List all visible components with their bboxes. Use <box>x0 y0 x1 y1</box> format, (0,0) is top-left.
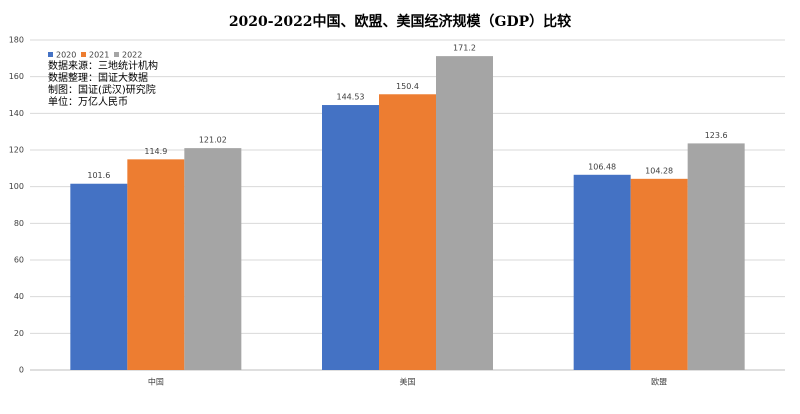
legend-swatch <box>114 52 119 57</box>
annotation: 单位：万亿人民币 <box>48 95 128 108</box>
data-label: 114.9 <box>144 147 167 156</box>
bar <box>687 143 745 370</box>
y-tick-label: 20 <box>14 329 24 338</box>
bar <box>70 183 128 370</box>
y-tick-label: 120 <box>9 146 24 155</box>
bar <box>184 148 242 370</box>
x-tick-label: 欧盟 <box>651 377 667 387</box>
data-label: 144.53 <box>337 93 365 102</box>
bar <box>630 178 688 370</box>
y-tick-label: 180 <box>9 36 24 45</box>
legend-swatch <box>48 52 53 57</box>
y-tick-label: 60 <box>14 256 24 265</box>
data-label: 104.28 <box>645 166 673 175</box>
legend-swatch <box>81 52 86 57</box>
y-tick-label: 80 <box>14 219 24 228</box>
annotation: 数据来源：三地统计机构 <box>48 59 158 72</box>
bar <box>436 56 493 371</box>
data-label: 101.6 <box>87 171 110 180</box>
y-tick-label: 160 <box>9 72 24 81</box>
bar <box>573 174 631 370</box>
legend-label: 2021 <box>89 51 109 60</box>
bar <box>322 105 379 371</box>
data-label: 106.48 <box>588 162 616 171</box>
y-tick-label: 140 <box>9 109 24 118</box>
data-label: 121.02 <box>199 136 227 145</box>
data-label: 171.2 <box>453 44 476 53</box>
data-label: 123.6 <box>705 131 728 140</box>
bar <box>379 94 436 371</box>
annotation: 数据整理：国证大数据 <box>48 71 148 84</box>
chart-title: 2020-2022中国、欧盟、美国经济规模（GDP）比较 <box>229 13 571 30</box>
y-tick-label: 0 <box>19 366 24 375</box>
legend-label: 2020 <box>56 51 76 60</box>
y-tick-label: 100 <box>9 182 24 191</box>
data-label: 150.4 <box>396 82 419 91</box>
y-tick-label: 40 <box>14 292 24 301</box>
bar <box>127 159 185 370</box>
x-tick-label: 中国 <box>148 377 164 387</box>
legend-label: 2022 <box>122 51 142 60</box>
x-tick-label: 美国 <box>400 377 416 387</box>
annotation: 制图：国证(武汉)研究院 <box>48 83 156 96</box>
